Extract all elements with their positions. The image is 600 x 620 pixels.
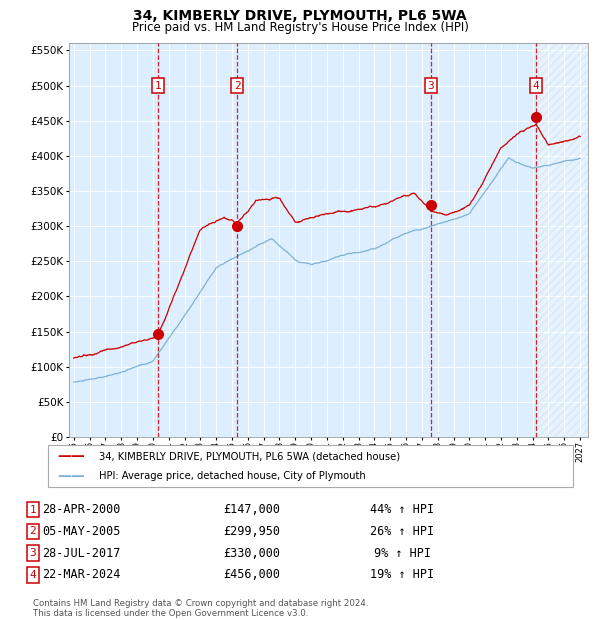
Text: HPI: Average price, detached house, City of Plymouth: HPI: Average price, detached house, City…	[99, 471, 366, 481]
Text: 3: 3	[29, 548, 37, 558]
Text: £456,000: £456,000	[223, 569, 281, 581]
Text: £299,950: £299,950	[223, 525, 281, 538]
Text: 1: 1	[29, 505, 37, 515]
Text: 28-APR-2000: 28-APR-2000	[42, 503, 120, 516]
Text: 34, KIMBERLY DRIVE, PLYMOUTH, PL6 5WA: 34, KIMBERLY DRIVE, PLYMOUTH, PL6 5WA	[133, 9, 467, 23]
Text: 3: 3	[428, 81, 434, 91]
Text: Price paid vs. HM Land Registry's House Price Index (HPI): Price paid vs. HM Land Registry's House …	[131, 21, 469, 34]
Text: 28-JUL-2017: 28-JUL-2017	[42, 547, 120, 559]
Text: ——: ——	[57, 450, 85, 463]
Text: 05-MAY-2005: 05-MAY-2005	[42, 525, 120, 538]
Text: £330,000: £330,000	[223, 547, 281, 559]
Text: 22-MAR-2024: 22-MAR-2024	[42, 569, 120, 581]
Text: 4: 4	[533, 81, 539, 91]
Text: 2: 2	[234, 81, 241, 91]
Text: 2: 2	[29, 526, 37, 536]
Bar	[536, 43, 588, 437]
Text: 1: 1	[155, 81, 161, 91]
Text: 9% ↑ HPI: 9% ↑ HPI	[373, 547, 431, 559]
Text: 44% ↑ HPI: 44% ↑ HPI	[370, 503, 434, 516]
Text: Contains HM Land Registry data © Crown copyright and database right 2024.
This d: Contains HM Land Registry data © Crown c…	[33, 599, 368, 618]
Text: 4: 4	[29, 570, 37, 580]
Text: 26% ↑ HPI: 26% ↑ HPI	[370, 525, 434, 538]
Text: 34, KIMBERLY DRIVE, PLYMOUTH, PL6 5WA (detached house): 34, KIMBERLY DRIVE, PLYMOUTH, PL6 5WA (d…	[99, 451, 400, 461]
Text: 19% ↑ HPI: 19% ↑ HPI	[370, 569, 434, 581]
Text: £147,000: £147,000	[223, 503, 281, 516]
Text: ——: ——	[57, 469, 85, 483]
